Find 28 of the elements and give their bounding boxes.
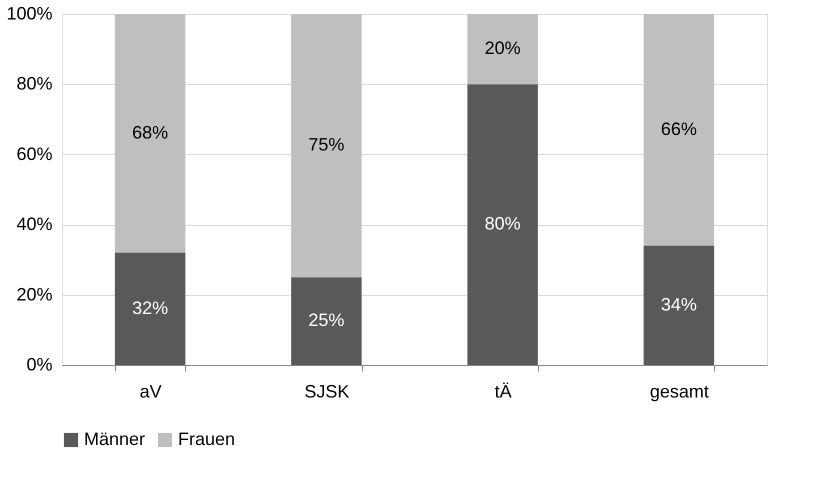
y-tick-label: 80% bbox=[16, 74, 52, 94]
data-label: 66% bbox=[660, 118, 697, 139]
bar bbox=[291, 14, 362, 278]
data-label: 80% bbox=[484, 214, 521, 234]
data-label: 75% bbox=[308, 134, 344, 155]
data-label: 25% bbox=[308, 310, 344, 330]
x-tick-label: gesamt bbox=[650, 382, 709, 402]
bar bbox=[644, 14, 714, 246]
bar bbox=[114, 14, 186, 253]
data-label: 34% bbox=[660, 294, 697, 314]
y-tick-label: 100% bbox=[6, 4, 52, 24]
bar bbox=[467, 84, 538, 365]
data-label: 20% bbox=[484, 38, 521, 58]
y-tick-label: 60% bbox=[16, 144, 52, 164]
y-tick-label: 40% bbox=[16, 214, 52, 234]
x-tick-label: aV bbox=[140, 382, 162, 402]
legend-label: Frauen bbox=[178, 429, 236, 449]
bar bbox=[467, 14, 538, 84]
x-tick-label: SJSK bbox=[304, 382, 350, 402]
y-tick-label: 0% bbox=[26, 354, 52, 374]
bar bbox=[291, 277, 362, 365]
data-label: 68% bbox=[132, 122, 168, 142]
legend-label: Männer bbox=[84, 429, 146, 449]
y-tick-label: 20% bbox=[16, 284, 52, 304]
x-tick-label: tÄ bbox=[494, 382, 512, 402]
bar bbox=[114, 252, 186, 365]
bar bbox=[644, 246, 714, 365]
data-label: 32% bbox=[132, 298, 168, 318]
